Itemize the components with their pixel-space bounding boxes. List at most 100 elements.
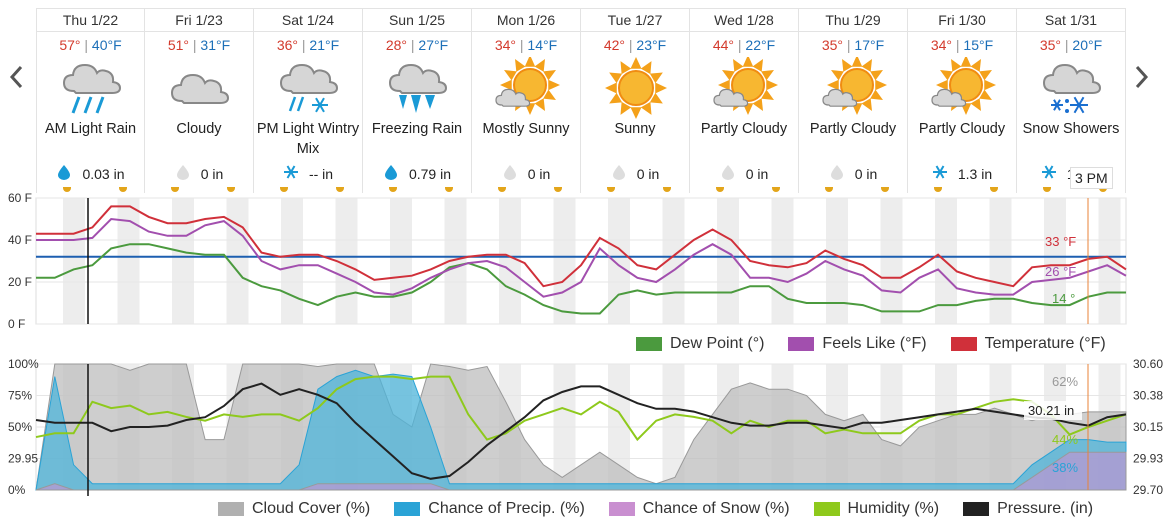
condition-text: Snow Showers bbox=[1022, 121, 1120, 137]
sunrise-sunset-markers bbox=[363, 187, 471, 195]
temp-range: 34° | 14°F bbox=[472, 37, 580, 53]
current-value-label: 26 °F bbox=[1045, 264, 1076, 279]
plot-area bbox=[35, 197, 1127, 325]
legend-item[interactable]: Dew Point (°) bbox=[636, 335, 764, 353]
day-column[interactable]: Fri 1/23 51° | 31°F Cloudy 0 in bbox=[145, 9, 254, 193]
rain-cloud-icon bbox=[59, 57, 125, 119]
night-band bbox=[880, 198, 903, 324]
night-band bbox=[1044, 198, 1066, 324]
snowflake-icon bbox=[1041, 164, 1067, 183]
precip-value: 0.79 in bbox=[408, 165, 452, 182]
precip-value: 0 in bbox=[200, 165, 224, 182]
day-column[interactable]: Thu 1/22 57° | 40°F AM Light Rain 0.03 i… bbox=[36, 9, 145, 193]
temp-separator: | bbox=[846, 37, 851, 53]
precip-amount: 1.3 in bbox=[908, 164, 1016, 183]
low-temp: 27°F bbox=[418, 37, 449, 53]
partly-cloudy-icon bbox=[930, 55, 996, 119]
temp-range: 35° | 17°F bbox=[799, 37, 907, 53]
gray-drop-icon bbox=[175, 164, 201, 183]
day-column[interactable]: Sat 1/24 36° | 21°F PM Light Wintry Mix … bbox=[254, 9, 363, 193]
y-tick-label: 40 F bbox=[8, 233, 32, 247]
legend-item[interactable]: Feels Like (°F) bbox=[788, 335, 927, 353]
legend-swatch bbox=[963, 502, 990, 516]
day-label: Sun 1/25 bbox=[363, 9, 471, 32]
sun-icon bbox=[603, 57, 669, 119]
low-temp: 15°F bbox=[963, 37, 994, 53]
temp-separator: | bbox=[301, 37, 306, 53]
sunset-icon bbox=[119, 187, 127, 192]
low-temp: 21°F bbox=[309, 37, 340, 53]
day-column[interactable]: Sat 1/31 35° | 20°F Snow Showers 1.3 in bbox=[1017, 9, 1126, 193]
temperature-chart: 60 F 40 F 20 F 0 F 33 °F 26 °F 14 ° bbox=[8, 191, 1127, 330]
temp-range: 35° | 20°F bbox=[1017, 37, 1125, 53]
precip-value: -- in bbox=[308, 165, 334, 182]
night-band bbox=[771, 198, 794, 324]
time-tooltip: 3 PM bbox=[1070, 167, 1113, 189]
sunset-icon bbox=[336, 187, 344, 192]
temp-separator: | bbox=[955, 37, 960, 53]
precip-value: 0.03 in bbox=[82, 165, 125, 182]
high-temp: 35° bbox=[1039, 37, 1061, 53]
day-column[interactable]: Mon 1/26 34° | 14°F Mostly Sunny 0 in bbox=[472, 9, 581, 193]
condition-text: Freezing Rain bbox=[371, 121, 463, 137]
legend-item[interactable]: Humidity (%) bbox=[813, 500, 939, 518]
precip-amount: 0 in bbox=[690, 164, 798, 183]
night-band bbox=[989, 198, 1012, 324]
day-column[interactable]: Thu 1/29 35° | 17°F Partly Cloudy 0 in bbox=[799, 9, 908, 193]
night-band bbox=[63, 198, 85, 324]
legend-item[interactable]: Chance of Snow (%) bbox=[608, 500, 790, 518]
mostly-sunny-icon bbox=[494, 55, 560, 119]
current-value-label: 62% bbox=[1052, 374, 1078, 389]
current-value-label: 14 ° bbox=[1052, 291, 1075, 306]
y2-tick-label: 30.15 bbox=[1133, 420, 1163, 434]
legend-item[interactable]: Cloud Cover (%) bbox=[218, 500, 370, 518]
gray-drop-icon bbox=[720, 164, 746, 183]
temp-range: 36° | 21°F bbox=[254, 37, 362, 53]
temp-range: 42° | 23°F bbox=[581, 37, 689, 53]
y2-tick-label: 29.93 bbox=[1133, 452, 1163, 466]
sunrise-icon bbox=[389, 187, 397, 192]
precip-value: 0 in bbox=[854, 165, 878, 182]
snowflake-icon bbox=[932, 164, 958, 183]
day-column[interactable]: Tue 1/27 42° | 23°F Sunny 0 in bbox=[581, 9, 690, 193]
legend-item[interactable]: Temperature (°F) bbox=[950, 335, 1106, 353]
temp-separator: | bbox=[519, 37, 524, 53]
precip-amount: 0 in bbox=[581, 164, 689, 183]
legend-label: Cloud Cover (%) bbox=[252, 500, 371, 517]
night-band bbox=[226, 198, 249, 324]
raindrop-icon bbox=[56, 164, 82, 183]
next-arrow-button[interactable] bbox=[1130, 60, 1154, 94]
precip-amount: 0 in bbox=[799, 164, 907, 183]
legend-item[interactable]: Pressure. (in) bbox=[963, 500, 1093, 518]
condition-text: Partly Cloudy bbox=[918, 121, 1006, 137]
high-temp: 34° bbox=[930, 37, 952, 53]
sunset-icon bbox=[772, 187, 780, 192]
prev-arrow-button[interactable] bbox=[4, 60, 28, 94]
night-band bbox=[553, 198, 576, 324]
day-column[interactable]: Sun 1/25 28° | 27°F Freezing Rain 0.79 i… bbox=[363, 9, 472, 193]
sunrise-icon bbox=[825, 187, 833, 192]
day-column[interactable]: Fri 1/30 34° | 15°F Partly Cloudy 1.3 in bbox=[908, 9, 1017, 193]
legend-item[interactable]: Chance of Precip. (%) bbox=[394, 500, 585, 518]
y2-tick-label: 29.70 bbox=[1133, 483, 1163, 496]
sunrise-sunset-markers bbox=[690, 187, 798, 195]
condition-text: Partly Cloudy bbox=[700, 121, 788, 137]
sunset-icon bbox=[663, 187, 671, 192]
raindrop-icon bbox=[383, 164, 409, 183]
y-tick-label: 100% bbox=[8, 357, 39, 371]
temperature-legend: Dew Point (°) Feels Like (°F) Temperature … bbox=[636, 335, 1130, 353]
wintry-mix-icon bbox=[276, 57, 342, 119]
day-column[interactable]: Wed 1/28 44° | 22°F Partly Cloudy 0 in bbox=[690, 9, 799, 193]
gray-drop-icon bbox=[829, 164, 855, 183]
precip-chance-area bbox=[35, 369, 1127, 491]
y-tick-label: 0 F bbox=[8, 317, 25, 330]
precip-amount: 0.03 in bbox=[37, 164, 144, 183]
night-band bbox=[172, 198, 194, 324]
low-temp: 17°F bbox=[854, 37, 885, 53]
sunrise-sunset-markers bbox=[581, 187, 689, 195]
precip-amount: 0.79 in bbox=[363, 164, 471, 183]
sunset-icon bbox=[227, 187, 235, 192]
sunset-icon bbox=[990, 187, 998, 192]
chevron-right-icon bbox=[1135, 65, 1149, 89]
current-value-label: 44% bbox=[1052, 432, 1078, 447]
